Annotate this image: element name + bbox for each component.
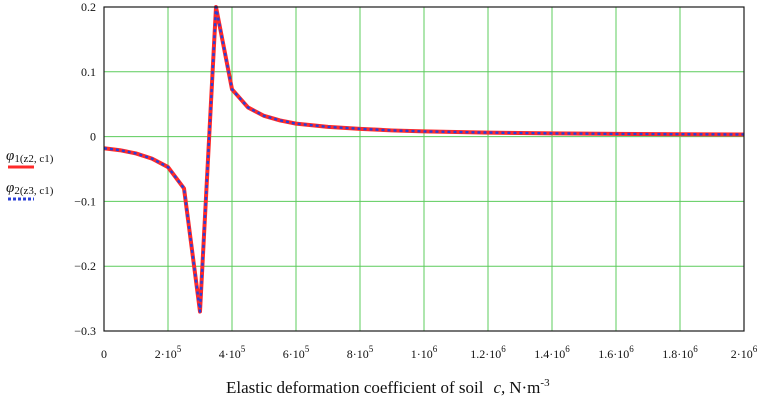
y-axis-ticks: 0.2 0.1 0 −0.1 −0.2 −0.3 [74,0,96,338]
x-tick-label: 4·105 [219,344,246,361]
y-tick-label: −0.1 [74,194,96,208]
x-axis-ticks: 0 2·105 4·105 6·105 8·105 1·106 1.2·106 1.4·106… [101,344,758,361]
x-tick-label: 2·105 [155,344,182,361]
x-tick-label: 1.6·106 [598,344,634,361]
y-tick-label: −0.2 [74,259,96,273]
legend-label-phi2: φ2(z3, c1) [6,180,54,197]
legend-item-phi2: φ2(z3, c1) [6,180,54,201]
y-tick-label: 0.1 [81,65,96,79]
y-tick-label: −0.3 [74,324,96,338]
x-tick-label: 1.2·106 [470,344,506,361]
x-tick-label: 6·105 [283,344,310,361]
plot-frame [103,6,745,332]
x-tick-label: 0 [101,347,107,361]
y-tick-label: 0.2 [81,0,96,14]
x-axis-label: Elastic deformation coefficient of soil c… [226,377,550,397]
x-tick-label: 1·106 [411,344,438,361]
x-tick-label: 1.4·106 [534,344,570,361]
x-tick-label: 2·106 [731,344,758,361]
series-line-phi2 [103,5,745,313]
legend: φ1(z2, c1) φ2(z3, c1) [6,148,54,201]
x-tick-label: 1.8·106 [662,344,698,361]
legend-item-phi1: φ1(z2, c1) [6,148,54,169]
legend-label-phi1: φ1(z2, c1) [6,148,54,165]
chart-series [103,5,745,314]
x-tick-label: 8·105 [347,344,374,361]
y-tick-label: 0 [90,130,96,144]
